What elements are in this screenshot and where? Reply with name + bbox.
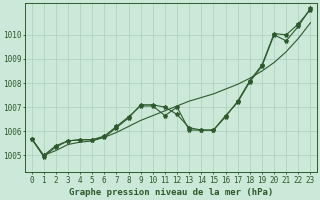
- X-axis label: Graphe pression niveau de la mer (hPa): Graphe pression niveau de la mer (hPa): [69, 188, 273, 197]
